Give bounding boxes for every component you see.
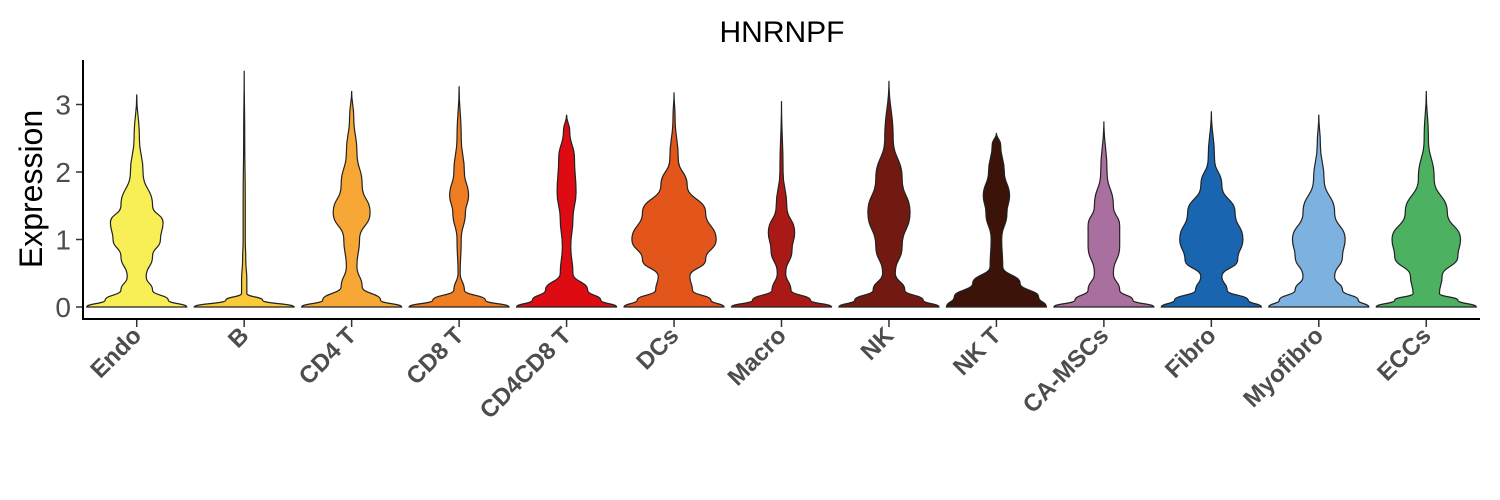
- x-tick-label-b: B: [223, 322, 254, 353]
- y-tick-label: 1: [55, 225, 71, 256]
- x-tick-label-macro: Macro: [723, 322, 792, 391]
- violin-nk: [838, 80, 940, 308]
- x-tick-label-nk: NK: [856, 322, 900, 366]
- violin-cd4-t: [301, 90, 403, 308]
- violin-b: [193, 69, 295, 308]
- y-axis-label: Expression: [13, 110, 49, 268]
- x-tick-label-dcs: DCs: [631, 322, 684, 375]
- x-tick-label-endo: Endo: [85, 322, 147, 384]
- violin-nk-t: [945, 132, 1048, 308]
- violin-macro: [730, 100, 833, 308]
- x-tick-label-myofibro: Myofibro: [1238, 322, 1329, 413]
- y-tick-label: 3: [55, 90, 71, 121]
- y-tick-label: 0: [55, 292, 71, 323]
- x-tick-label-cd8-t: CD8 T: [401, 322, 469, 390]
- violin-cd8-t: [408, 85, 510, 308]
- x-tick-label-cd4-t: CD4 T: [294, 322, 362, 390]
- violin-dcs: [623, 91, 725, 308]
- x-axis-ticks: Endo B CD4 T CD8 T CD4CD8 T DCs Macro NK NK T CA-…: [85, 320, 1437, 424]
- x-tick-label-fibro: Fibro: [1160, 322, 1222, 384]
- x-tick-label-nk-t: NK T: [948, 322, 1007, 381]
- violin-group: [86, 69, 1477, 308]
- chart-title: HNRNPF: [720, 16, 845, 49]
- violin-eccs: [1375, 90, 1477, 308]
- violin-cd4cd8-t: [515, 113, 618, 308]
- violin-myofibro: [1268, 114, 1370, 308]
- y-axis-ticks: 0 1 2 3: [55, 90, 83, 323]
- violin-endo: [86, 93, 188, 308]
- violin-ca-mscs: [1053, 120, 1155, 308]
- x-tick-label-ca-mscs: CA-MSCs: [1018, 322, 1114, 418]
- x-tick-label-cd4cd8-t: CD4CD8 T: [475, 322, 577, 424]
- y-tick-label: 2: [55, 157, 71, 188]
- violin-fibro: [1160, 110, 1262, 308]
- x-tick-label-eccs: ECCs: [1372, 322, 1436, 386]
